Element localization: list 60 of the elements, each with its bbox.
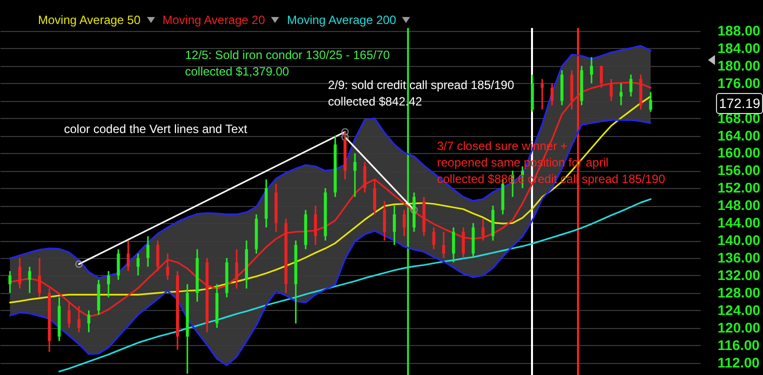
- annotation: color coded the Vert lines and Text: [64, 122, 248, 136]
- y-tick-label: 148.00: [718, 197, 761, 214]
- y-tick-label: 116.00: [718, 336, 760, 353]
- candlestick: [590, 56, 593, 84]
- y-tick-label: 128.00: [718, 284, 761, 300]
- candlestick: [235, 248, 238, 290]
- text: Moving Average 50: [38, 13, 141, 27]
- text: Moving Average 20: [162, 13, 266, 27]
- y-tick-label: 144.00: [718, 214, 761, 231]
- candlestick: [383, 200, 386, 242]
- candlestick: [107, 270, 110, 298]
- candlestick: [156, 240, 160, 272]
- candlestick: [392, 204, 396, 246]
- point: [341, 133, 349, 141]
- y-tick-label: 140.00: [718, 232, 761, 248]
- y-tick-label: 112.00: [718, 354, 760, 370]
- candlestick: [432, 226, 436, 250]
- y-tick-label: 176.00: [718, 74, 761, 91]
- candlestick: [620, 82, 623, 106]
- candlestick: [116, 248, 120, 281]
- point: [341, 128, 349, 136]
- y-tick-label: 124.00: [718, 302, 761, 318]
- annotation: 12/5: Sold iron condor 130/25 - 165/70 collected $1,379.00: [185, 48, 390, 78]
- candlestick: [482, 218, 485, 242]
- candlestick: [136, 252, 140, 276]
- y-tick-label: 180.00: [718, 57, 761, 74]
- candlestick: [629, 74, 632, 98]
- y-tick-label: 152.00: [718, 180, 761, 196]
- candlestick: [87, 310, 90, 333]
- candlestick: [363, 161, 366, 194]
- candlestick: [452, 226, 455, 264]
- candlestick: [38, 257, 41, 298]
- candlestick: [8, 270, 12, 294]
- point: [75, 260, 83, 268]
- candlestick: [442, 231, 446, 259]
- y-tick-label: 136.00: [718, 250, 761, 266]
- candlestick: [28, 266, 32, 294]
- candlestick: [540, 78, 544, 110]
- candlestick: [166, 252, 170, 281]
- candlestick: [402, 209, 406, 237]
- point: [410, 206, 418, 214]
- y-tick-label: 120.00: [718, 319, 761, 336]
- candlestick: [146, 235, 150, 268]
- y-tick-label: 188.00: [718, 22, 761, 38]
- text: 172.19: [716, 93, 763, 114]
- candlestick: [462, 226, 465, 259]
- candlestick: [314, 204, 317, 246]
- text: Moving Average 200: [287, 13, 396, 27]
- y-tick-label: 164.00: [718, 127, 761, 144]
- y-tick-label: 156.00: [718, 162, 761, 178]
- y-tick-label: 184.00: [718, 40, 761, 56]
- candlestick: [550, 82, 554, 106]
- candlestick: [18, 257, 22, 290]
- y-tick-label: 132.00: [718, 266, 761, 283]
- candlestick: [373, 178, 376, 216]
- y-tick-label: 160.00: [718, 144, 761, 161]
- candlestick: [353, 152, 356, 198]
- candlestick: [126, 240, 130, 272]
- line-series: [58, 198, 652, 372]
- candlestick: [649, 91, 652, 113]
